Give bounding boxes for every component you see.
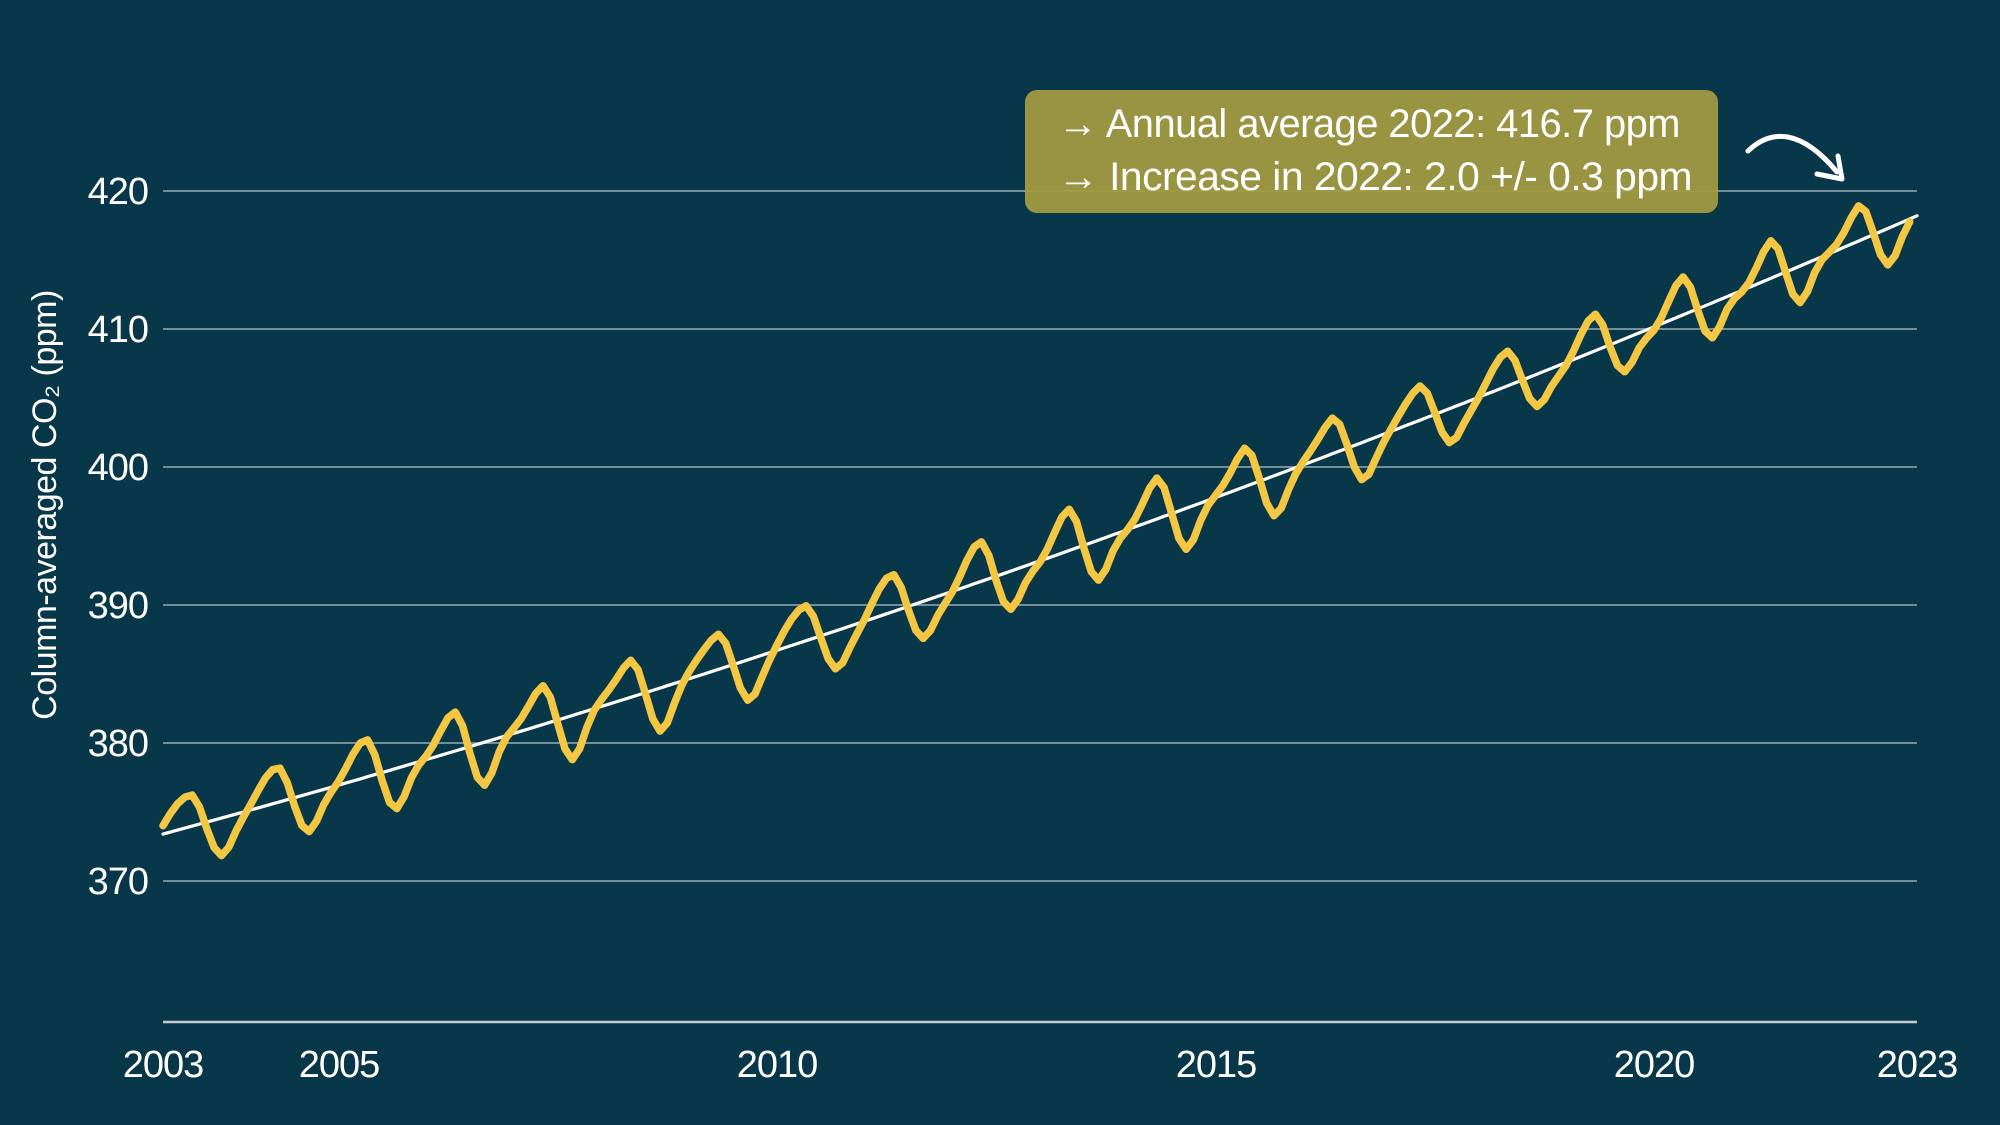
annotation-box [1025, 90, 1718, 213]
y-tick-label-380: 380 [88, 723, 148, 765]
annotation-line-1: → Annual average 2022: 416.7 ppm [1058, 102, 1680, 146]
arrow-head [1814, 153, 1845, 182]
y-tick-labels: 420 410 400 390 380 370 [88, 171, 149, 903]
y-tick-label-420: 420 [88, 171, 148, 213]
y-tick-label-400: 400 [88, 447, 148, 489]
x-tick-labels: 2003 2005 2010 2015 2020 2023 [123, 1044, 1959, 1086]
monthly-co2-line [159, 202, 1914, 860]
x-tick-label-2005: 2005 [299, 1044, 380, 1086]
arrow-shaft [1745, 134, 1840, 175]
x-tick-label-2003: 2003 [123, 1044, 204, 1086]
y-axis-title: Column-averaged CO₂ (ppm) [26, 290, 64, 720]
y-tick-label-370: 370 [88, 861, 148, 903]
gridlines [163, 190, 1917, 882]
y-tick-label-410: 410 [88, 309, 148, 351]
x-tick-label-2015: 2015 [1176, 1044, 1257, 1086]
annotation-line-2: → Increase in 2022: 2.0 +/- 0.3 ppm [1058, 155, 1692, 199]
x-tick-label-2020: 2020 [1614, 1044, 1695, 1086]
x-tick-label-2023: 2023 [1877, 1044, 1958, 1086]
curved-arrow-icon [1745, 134, 1845, 182]
y-tick-label-390: 390 [88, 585, 148, 627]
x-tick-label-2010: 2010 [737, 1044, 818, 1086]
annotation: → Annual average 2022: 416.7 ppm → Incre… [1025, 90, 1718, 213]
